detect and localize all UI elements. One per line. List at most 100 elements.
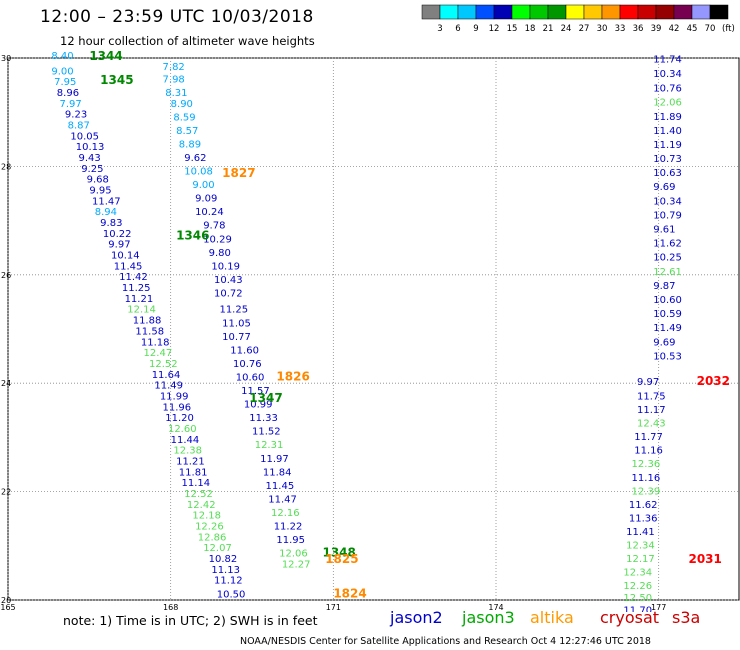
- wave-height-label: 11.18: [141, 337, 170, 348]
- wave-height-label: 11.45: [266, 481, 295, 492]
- wave-height-label: 11.22: [274, 522, 303, 533]
- colorbar-label: 21: [543, 24, 554, 34]
- wave-height-label: 10.05: [70, 131, 99, 142]
- colorbar-label: 30: [597, 24, 608, 34]
- colorbar-label: 6: [455, 24, 460, 34]
- colorbar-label: 15: [507, 24, 518, 34]
- wave-height-label: 12.17: [626, 554, 655, 565]
- wave-height-label: 10.63: [653, 168, 682, 179]
- wave-height-label: 12.06: [653, 98, 682, 109]
- wave-height-label: 10.77: [222, 332, 251, 343]
- wave-height-label: 11.62: [629, 500, 658, 511]
- wave-height-label: 12.86: [198, 532, 227, 543]
- y-tick-label: 22: [1, 488, 11, 497]
- wave-height-label: 9.23: [65, 110, 87, 121]
- y-tick-label: 20: [1, 596, 11, 605]
- colorbar-unit: (ft): [722, 24, 735, 34]
- wave-height-label: 12.26: [623, 581, 652, 592]
- wave-height-label: 11.99: [160, 391, 189, 402]
- wave-height-label: 10.82: [209, 554, 238, 565]
- colorbar-label: 39: [651, 24, 662, 34]
- wave-height-label: 12.34: [626, 541, 655, 552]
- credit-line: NOAA/NESDIS Center for Satellite Applica…: [240, 636, 651, 647]
- y-tick-label: 30: [1, 54, 11, 63]
- wave-height-label: 12.61: [653, 267, 682, 278]
- wave-height-label: 11.21: [125, 294, 154, 305]
- wave-height-label: 8.87: [68, 120, 90, 131]
- wave-height-label: 11.62: [653, 239, 682, 250]
- y-tick-label: 28: [1, 162, 11, 171]
- wave-height-label: 11.64: [152, 370, 181, 381]
- wave-height-label: 9.62: [184, 153, 206, 164]
- wave-height-label: 9.69: [653, 337, 675, 348]
- wave-height-label: 10.34: [653, 196, 682, 207]
- legend-altika: altika: [530, 608, 574, 627]
- wave-height-label: 12.43: [637, 419, 666, 430]
- wave-height-label: 9.87: [653, 281, 675, 292]
- wave-height-label: 11.21: [176, 457, 205, 468]
- wave-height-label: 9.09: [195, 194, 217, 205]
- wave-height-label: 12.27: [282, 559, 311, 570]
- wave-height-label: 11.42: [119, 272, 148, 283]
- colorbar-label: 27: [579, 24, 590, 34]
- wave-height-label: 8.59: [173, 112, 195, 123]
- wave-height-label: 8.96: [57, 88, 79, 99]
- wave-height-label: 9.97: [637, 377, 659, 388]
- wave-height-label: 10.50: [217, 589, 246, 600]
- colorbar-label: 24: [561, 24, 572, 34]
- wave-height-label: 12.39: [632, 486, 661, 497]
- wave-height-label: 9.78: [203, 221, 225, 232]
- wave-height-label: 12.16: [271, 508, 300, 519]
- wave-height-label: 9.61: [653, 225, 675, 236]
- wave-height-label: 10.19: [211, 261, 240, 272]
- wave-height-label: 11.16: [632, 473, 661, 484]
- chart-subtitle: 12 hour collection of altimeter wave hei…: [60, 34, 315, 48]
- wave-height-label: 12.38: [173, 446, 202, 457]
- legend-jason3: jason3: [462, 608, 515, 627]
- wave-height-label: 11.57: [241, 386, 270, 397]
- wave-height-label: 12.18: [192, 511, 221, 522]
- wave-height-label: 9.69: [653, 182, 675, 193]
- pass-time-label: 1344: [89, 49, 122, 63]
- wave-height-label: 11.13: [211, 565, 240, 576]
- pass-time-label: 1826: [276, 369, 309, 383]
- pass-time-label: 1827: [222, 166, 255, 180]
- wave-height-label: 10.73: [653, 154, 682, 165]
- wave-height-label: 12.34: [623, 568, 652, 579]
- pass-time-label: 1348: [322, 546, 355, 560]
- wave-height-label: 11.84: [263, 467, 292, 478]
- wave-height-label: 11.16: [634, 446, 663, 457]
- chart-title: 12:00 – 23:59 UTC 10/03/2018: [40, 7, 314, 27]
- colorbar-label: 12: [489, 24, 500, 34]
- wave-height-label: 10.99: [244, 400, 273, 411]
- legend-cryosat: cryosat: [600, 608, 660, 627]
- wave-height-label: 11.25: [219, 305, 248, 316]
- wave-height-label: 10.14: [111, 251, 140, 262]
- wave-height-label: 10.76: [233, 359, 262, 370]
- wave-height-label: 12.42: [187, 500, 216, 511]
- wave-height-label: 11.97: [260, 454, 289, 465]
- wave-height-label: 11.88: [133, 316, 162, 327]
- wave-height-label: 8.89: [179, 139, 201, 150]
- wave-height-label: 11.36: [629, 513, 658, 524]
- wave-height-label: 11.89: [653, 112, 682, 123]
- wave-height-label: 12.31: [255, 440, 284, 451]
- wave-height-label: 10.76: [653, 84, 682, 95]
- wave-height-label: 9.00: [192, 180, 214, 191]
- pass-time-label: 2031: [688, 552, 721, 566]
- wave-height-label: 11.49: [154, 381, 183, 392]
- wave-height-label: 10.43: [214, 275, 243, 286]
- wave-height-label: 10.79: [653, 210, 682, 221]
- wave-height-label: 11.52: [252, 427, 281, 438]
- wave-height-label: 11.40: [653, 126, 682, 137]
- wave-height-label: 9.97: [108, 240, 130, 251]
- wave-height-label: 10.53: [653, 351, 682, 362]
- wave-height-label: 11.44: [171, 435, 200, 446]
- colorbar-label: 33: [615, 24, 626, 34]
- wave-height-label: 11.14: [182, 478, 211, 489]
- pass-time-label: 1347: [249, 391, 282, 405]
- wave-height-label: 7.82: [163, 62, 185, 73]
- wave-height-label: 10.22: [103, 229, 132, 240]
- wave-height-label: 11.05: [222, 318, 251, 329]
